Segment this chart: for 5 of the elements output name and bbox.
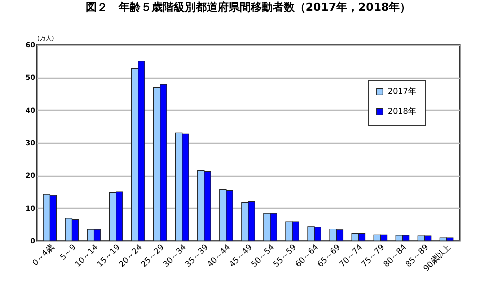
legend-label: 2017年 <box>388 87 416 96</box>
x-tick-label: 5～9 <box>58 242 78 262</box>
chart-title: 図２ 年齢５歳階級別都道府県間移動者数（2017年，2018年） <box>86 1 412 14</box>
legend-label: 2018年 <box>388 107 416 116</box>
x-tick-label: 0～4歳 <box>30 242 56 268</box>
